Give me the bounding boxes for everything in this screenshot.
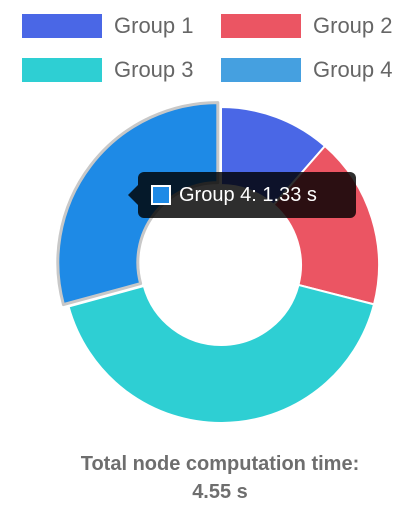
chart-tooltip: Group 4: 1.33 s [128,172,356,218]
tooltip-value: 1.33 s [262,183,317,206]
legend-swatch-group-2 [221,14,301,38]
total-time-caption: Total node computation time: 4.55 s [0,450,415,506]
legend-label-group-2: Group 2 [313,13,393,38]
legend-item-group-3[interactable]: Group 3 [22,55,194,85]
total-time-value: 4.55 s [192,481,248,503]
doughnut-slice-group-3[interactable] [67,283,376,424]
legend-label-group-1: Group 1 [114,13,194,38]
legend-item-group-4[interactable]: Group 4 [221,55,393,85]
chart-legend: Group 1 Group 2 Group 3 Group 4 [0,0,415,100]
legend-item-group-1[interactable]: Group 1 [22,11,194,41]
legend-swatch-group-1 [22,14,102,38]
total-time-label: Total node computation time: [80,453,360,475]
legend-swatch-group-4 [221,58,301,82]
tooltip-swatch [151,185,171,205]
tooltip-label: Group 4 [179,183,252,206]
legend-item-group-2[interactable]: Group 2 [221,11,393,41]
tooltip-text: Group 4: 1.33 s [179,183,317,206]
legend-label-group-3: Group 3 [114,57,194,82]
legend-swatch-group-3 [22,58,102,82]
legend-label-group-4: Group 4 [313,57,393,82]
